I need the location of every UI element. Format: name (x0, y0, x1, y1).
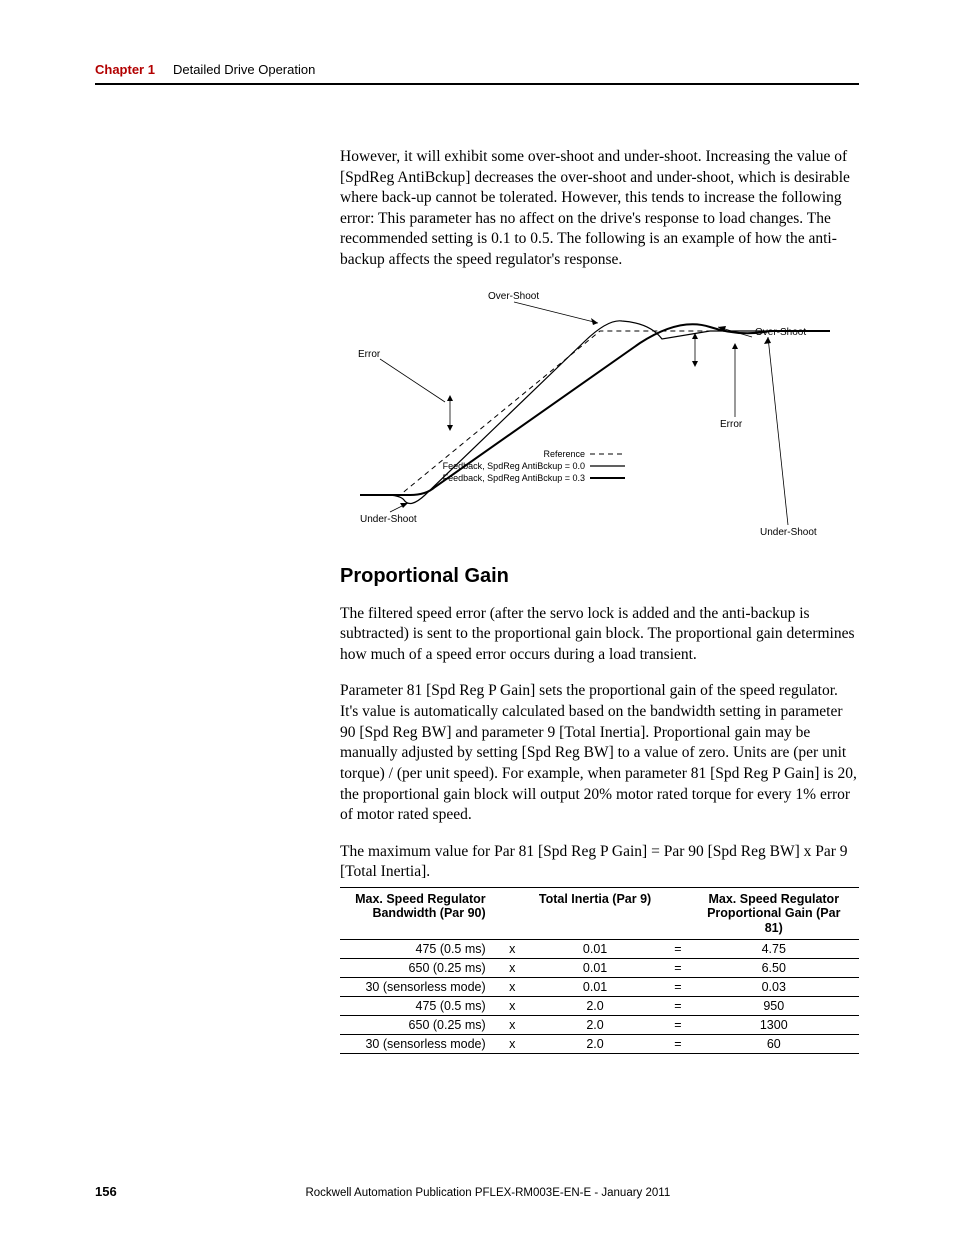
gain-calculation-table: Max. Speed Regulator Bandwidth (Par 90) … (340, 887, 859, 1054)
arrowhead-4c (692, 361, 698, 367)
content-column: However, it will exhibit some over-shoot… (340, 147, 859, 1054)
table-row: 475 (0.5 ms)x2.0=950 (340, 997, 859, 1016)
label-overshoot-top: Over-Shoot (488, 291, 539, 302)
table-cell: 650 (0.25 ms) (340, 959, 502, 978)
paragraph-pg-1: The filtered speed error (after the serv… (340, 604, 859, 666)
table-cell: = (667, 1016, 692, 1035)
table-cell: 30 (sensorless mode) (340, 978, 502, 997)
table-cell: 30 (sensorless mode) (340, 1035, 502, 1054)
table-cell: 1300 (693, 1016, 859, 1035)
col-header-op2 (667, 887, 692, 939)
table-cell: x (502, 1035, 527, 1054)
leader-error-left (380, 359, 445, 402)
table-cell: 475 (0.5 ms) (340, 940, 502, 959)
table-cell: 0.01 (527, 959, 667, 978)
table-cell: 2.0 (527, 1016, 667, 1035)
table-cell: 0.03 (693, 978, 859, 997)
table-row: 30 (sensorless mode)x0.01=0.03 (340, 978, 859, 997)
label-undershoot-left: Under-Shoot (360, 514, 417, 525)
table-row: 650 (0.25 ms)x2.0=1300 (340, 1016, 859, 1035)
leader-undershoot-right (768, 337, 788, 525)
col-header-op1 (502, 887, 527, 939)
feedback-0-line (360, 320, 830, 503)
chapter-title: Detailed Drive Operation (173, 62, 315, 77)
col-header-bw: Max. Speed Regulator Bandwidth (Par 90) (340, 887, 502, 939)
label-overshoot-right: Over-Shoot (755, 327, 806, 338)
table-cell: 6.50 (693, 959, 859, 978)
page-footer: 156 Rockwell Automation Publication PFLE… (95, 1184, 859, 1199)
label-error-right: Error (720, 419, 743, 430)
table-header-row: Max. Speed Regulator Bandwidth (Par 90) … (340, 887, 859, 939)
table-body: 475 (0.5 ms)x0.01=4.75650 (0.25 ms)x0.01… (340, 940, 859, 1054)
section-heading-proportional-gain: Proportional Gain (340, 565, 859, 588)
table-cell: = (667, 1035, 692, 1054)
anti-backup-response-diagram: Over-Shoot Over-Shoot Error Error Under-… (340, 287, 859, 537)
arrowhead-3a (447, 395, 453, 401)
table-cell: x (502, 978, 527, 997)
label-undershoot-right: Under-Shoot (760, 527, 817, 537)
table-cell: 0.01 (527, 940, 667, 959)
table-cell: 4.75 (693, 940, 859, 959)
legend-fb0-label: Feedback, SpdReg AntiBckup = 0.0 (443, 461, 585, 471)
arrowhead-6 (764, 337, 771, 344)
label-error-left: Error (358, 349, 381, 360)
table-head: Max. Speed Regulator Bandwidth (Par 90) … (340, 887, 859, 939)
legend-ref-label: Reference (543, 449, 585, 459)
paragraph-intro: However, it will exhibit some over-shoot… (340, 147, 859, 271)
chapter-label: Chapter 1 (95, 62, 155, 77)
response-curves-svg: Over-Shoot Over-Shoot Error Error Under-… (340, 287, 845, 537)
reference-line (360, 331, 830, 495)
table-cell: x (502, 1016, 527, 1035)
page-number: 156 (95, 1184, 117, 1199)
table-row: 30 (sensorless mode)x2.0=60 (340, 1035, 859, 1054)
table-cell: = (667, 959, 692, 978)
leader-overshoot-top (514, 302, 598, 323)
publication-line: Rockwell Automation Publication PFLEX-RM… (117, 1187, 859, 1199)
table-cell: 950 (693, 997, 859, 1016)
paragraph-pg-2: Parameter 81 [Spd Reg P Gain] sets the p… (340, 681, 859, 825)
arrowhead-5 (400, 503, 408, 508)
table-cell: 0.01 (527, 978, 667, 997)
table-cell: 650 (0.25 ms) (340, 1016, 502, 1035)
table-cell: x (502, 940, 527, 959)
table-cell: = (667, 978, 692, 997)
arrowhead-1 (591, 318, 598, 325)
table-cell: x (502, 959, 527, 978)
page-header: Chapter 1 Detailed Drive Operation (95, 62, 859, 85)
arrowhead-3b (447, 425, 453, 431)
col-header-gain: Max. Speed Regulator Proportional Gain (… (693, 887, 859, 939)
table-cell: 60 (693, 1035, 859, 1054)
col-header-inertia: Total Inertia (Par 9) (527, 887, 667, 939)
paragraph-pg-3: The maximum value for Par 81 [Spd Reg P … (340, 842, 859, 883)
table-cell: 475 (0.5 ms) (340, 997, 502, 1016)
legend-fb3-label: Feedback, SpdReg AntiBckup = 0.3 (443, 473, 585, 483)
table-cell: = (667, 997, 692, 1016)
table-row: 475 (0.5 ms)x0.01=4.75 (340, 940, 859, 959)
table-cell: x (502, 997, 527, 1016)
table-row: 650 (0.25 ms)x0.01=6.50 (340, 959, 859, 978)
table-cell: = (667, 940, 692, 959)
arrowhead-4a (732, 343, 738, 349)
table-cell: 2.0 (527, 997, 667, 1016)
table-cell: 2.0 (527, 1035, 667, 1054)
feedback-3-line (360, 324, 830, 495)
